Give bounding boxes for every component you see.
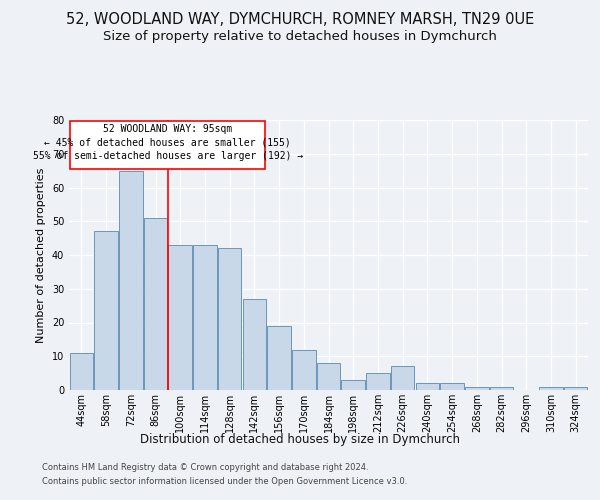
Text: 52 WOODLAND WAY: 95sqm: 52 WOODLAND WAY: 95sqm [103,124,232,134]
Bar [242,299,266,390]
Bar [193,245,217,390]
Text: 55% of semi-detached houses are larger (192) →: 55% of semi-detached houses are larger (… [33,152,303,162]
Text: Contains HM Land Registry data © Crown copyright and database right 2024.: Contains HM Land Registry data © Crown c… [42,464,368,472]
Bar [465,386,488,390]
Bar [218,248,241,390]
Bar [440,383,464,390]
Bar [416,383,439,390]
Bar [169,245,192,390]
Text: ← 45% of detached houses are smaller (155): ← 45% of detached houses are smaller (15… [44,138,291,148]
Bar [268,326,291,390]
Bar [94,232,118,390]
Bar [144,218,167,390]
Bar [341,380,365,390]
Bar [539,386,563,390]
Bar [119,170,143,390]
Bar [366,373,389,390]
Y-axis label: Number of detached properties: Number of detached properties [36,168,46,342]
Text: Contains public sector information licensed under the Open Government Licence v3: Contains public sector information licen… [42,477,407,486]
Bar [317,363,340,390]
Bar [490,386,513,390]
Text: Distribution of detached houses by size in Dymchurch: Distribution of detached houses by size … [140,432,460,446]
Bar [70,353,93,390]
Text: 52, WOODLAND WAY, DYMCHURCH, ROMNEY MARSH, TN29 0UE: 52, WOODLAND WAY, DYMCHURCH, ROMNEY MARS… [66,12,534,28]
Bar [70,120,265,169]
Bar [391,366,415,390]
Text: Size of property relative to detached houses in Dymchurch: Size of property relative to detached ho… [103,30,497,43]
Bar [292,350,316,390]
Bar [564,386,587,390]
